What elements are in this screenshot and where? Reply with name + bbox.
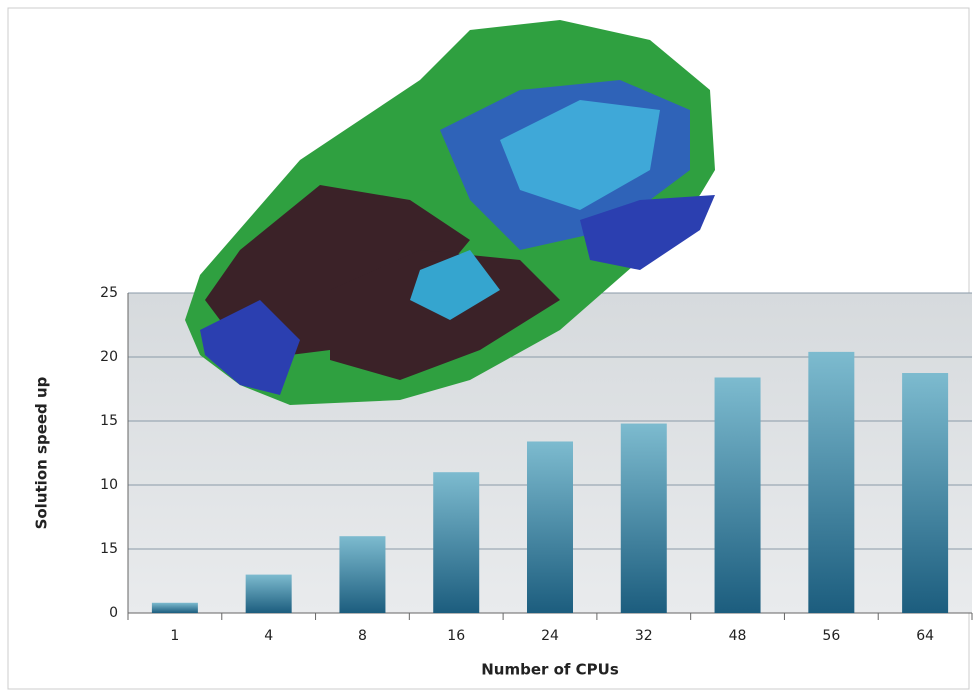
x-tick-label: 16 (447, 628, 465, 644)
bar (433, 472, 480, 613)
y-tick-label: 20 (100, 349, 118, 365)
x-tick-label: 48 (729, 628, 747, 644)
bar (339, 536, 386, 613)
bar (808, 351, 855, 613)
bar (527, 441, 573, 613)
bar (245, 574, 292, 613)
y-tick-label: 10 (100, 477, 118, 493)
bar (151, 602, 198, 613)
x-tick-label: 64 (916, 628, 934, 644)
x-tick-label: 1 (170, 628, 179, 644)
x-tick-label: 24 (541, 628, 559, 644)
plot (127, 292, 973, 620)
x-tick-label: 32 (635, 628, 653, 644)
y-axis-label: Solution speed up (33, 376, 51, 529)
x-tick-label: 4 (264, 628, 273, 644)
y-tick-label: 15 (100, 541, 118, 557)
bar (714, 377, 761, 613)
y-tick-label: 0 (109, 605, 118, 621)
bar (902, 373, 949, 613)
x-axis-label: Number of CPUs (481, 661, 619, 679)
y-tick-label: 25 (100, 285, 118, 301)
x-tick-label: 56 (822, 628, 840, 644)
x-tick-label: 8 (358, 628, 367, 644)
car-image (185, 20, 715, 405)
bar (620, 423, 667, 613)
y-tick-label: 15 (100, 413, 118, 429)
